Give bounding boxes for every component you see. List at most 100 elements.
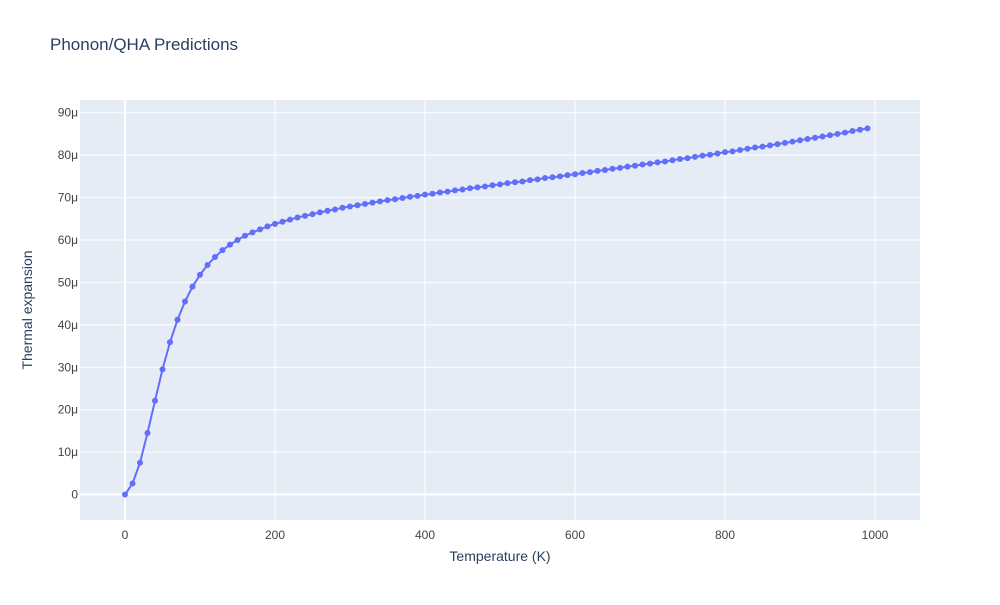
data-point[interactable] [632,162,638,169]
data-point[interactable] [414,192,421,199]
data-point[interactable] [519,178,526,185]
plot-area[interactable] [80,100,920,520]
data-point[interactable] [497,181,503,188]
data-point[interactable] [782,139,788,146]
data-point[interactable] [287,216,293,223]
data-point[interactable] [354,202,361,209]
data-point[interactable] [819,133,826,140]
data-point[interactable] [602,167,608,173]
data-point[interactable] [609,165,616,172]
data-point[interactable] [744,145,751,152]
data-point[interactable] [317,209,323,216]
data-point[interactable] [639,161,646,168]
data-point[interactable] [242,232,248,239]
data-point[interactable] [152,397,158,404]
data-point[interactable] [759,143,766,150]
data-point[interactable] [512,179,518,186]
data-point[interactable] [714,150,721,157]
data-point[interactable] [399,195,406,201]
data-point[interactable] [174,316,181,323]
data-point[interactable] [294,214,301,221]
data-point[interactable] [617,164,623,171]
data-point[interactable] [257,226,263,233]
data-point[interactable] [542,175,548,182]
data-point[interactable] [144,430,151,437]
data-point[interactable] [137,459,143,466]
data-point[interactable] [827,132,833,139]
data-point[interactable] [467,185,473,192]
data-point[interactable] [182,298,188,305]
data-point[interactable] [482,183,488,190]
data-point[interactable] [572,171,578,178]
data-point[interactable] [804,136,811,143]
data-point[interactable] [159,366,166,373]
data-point[interactable] [834,130,841,137]
data-point[interactable] [167,339,173,346]
data-point[interactable] [309,211,316,218]
data-point[interactable] [369,199,376,206]
data-point[interactable] [527,177,533,184]
data-point[interactable] [377,198,383,205]
data-point[interactable] [564,172,571,179]
data-point[interactable] [204,262,211,269]
data-point[interactable] [812,134,818,141]
data-point[interactable] [594,167,601,174]
data-point[interactable] [654,159,661,166]
data-point[interactable] [647,160,653,167]
data-point[interactable] [549,174,556,181]
data-point[interactable] [422,191,428,198]
data-point[interactable] [279,218,286,225]
data-point[interactable] [212,253,218,260]
data-point[interactable] [767,142,773,149]
data-point[interactable] [737,147,743,154]
data-point[interactable] [692,153,698,160]
data-point[interactable] [624,163,631,170]
data-point[interactable] [557,173,563,180]
data-point[interactable] [339,204,346,211]
data-point[interactable] [429,190,436,197]
data-point[interactable] [489,182,496,189]
data-point[interactable] [729,148,736,155]
data-point[interactable] [662,158,668,165]
data-point[interactable] [669,157,676,164]
data-point[interactable] [384,197,391,204]
data-point[interactable] [197,271,203,278]
data-point[interactable] [332,206,338,213]
data-point[interactable] [864,125,871,132]
data-point[interactable] [774,141,781,148]
data-point[interactable] [699,152,706,159]
data-point[interactable] [684,155,691,162]
data-point[interactable] [789,138,796,145]
data-point[interactable] [504,180,511,187]
data-point[interactable] [849,127,856,134]
data-point[interactable] [857,126,863,133]
data-point[interactable] [452,187,458,194]
data-point[interactable] [842,129,848,136]
data-point[interactable] [249,229,256,236]
data-point[interactable] [347,203,353,210]
data-point[interactable] [219,247,226,254]
data-point[interactable] [272,220,278,227]
data-point[interactable] [392,196,398,203]
data-point[interactable] [752,144,758,151]
data-point[interactable] [707,151,713,158]
data-point[interactable] [189,283,196,290]
data-point[interactable] [459,186,466,193]
data-point[interactable] [677,155,683,162]
data-point[interactable] [579,169,586,176]
data-point[interactable] [444,188,451,195]
data-point[interactable] [722,149,728,156]
data-point[interactable] [264,223,271,230]
data-point[interactable] [587,169,593,176]
data-point[interactable] [474,184,481,191]
data-point[interactable] [534,176,541,183]
data-point[interactable] [437,189,443,196]
data-point[interactable] [227,241,233,248]
data-point[interactable] [302,212,308,219]
data-point[interactable] [129,480,136,487]
data-point[interactable] [362,200,368,207]
data-point[interactable] [234,237,241,243]
data-point[interactable] [122,491,128,498]
data-point[interactable] [797,137,803,144]
data-point[interactable] [324,207,331,214]
